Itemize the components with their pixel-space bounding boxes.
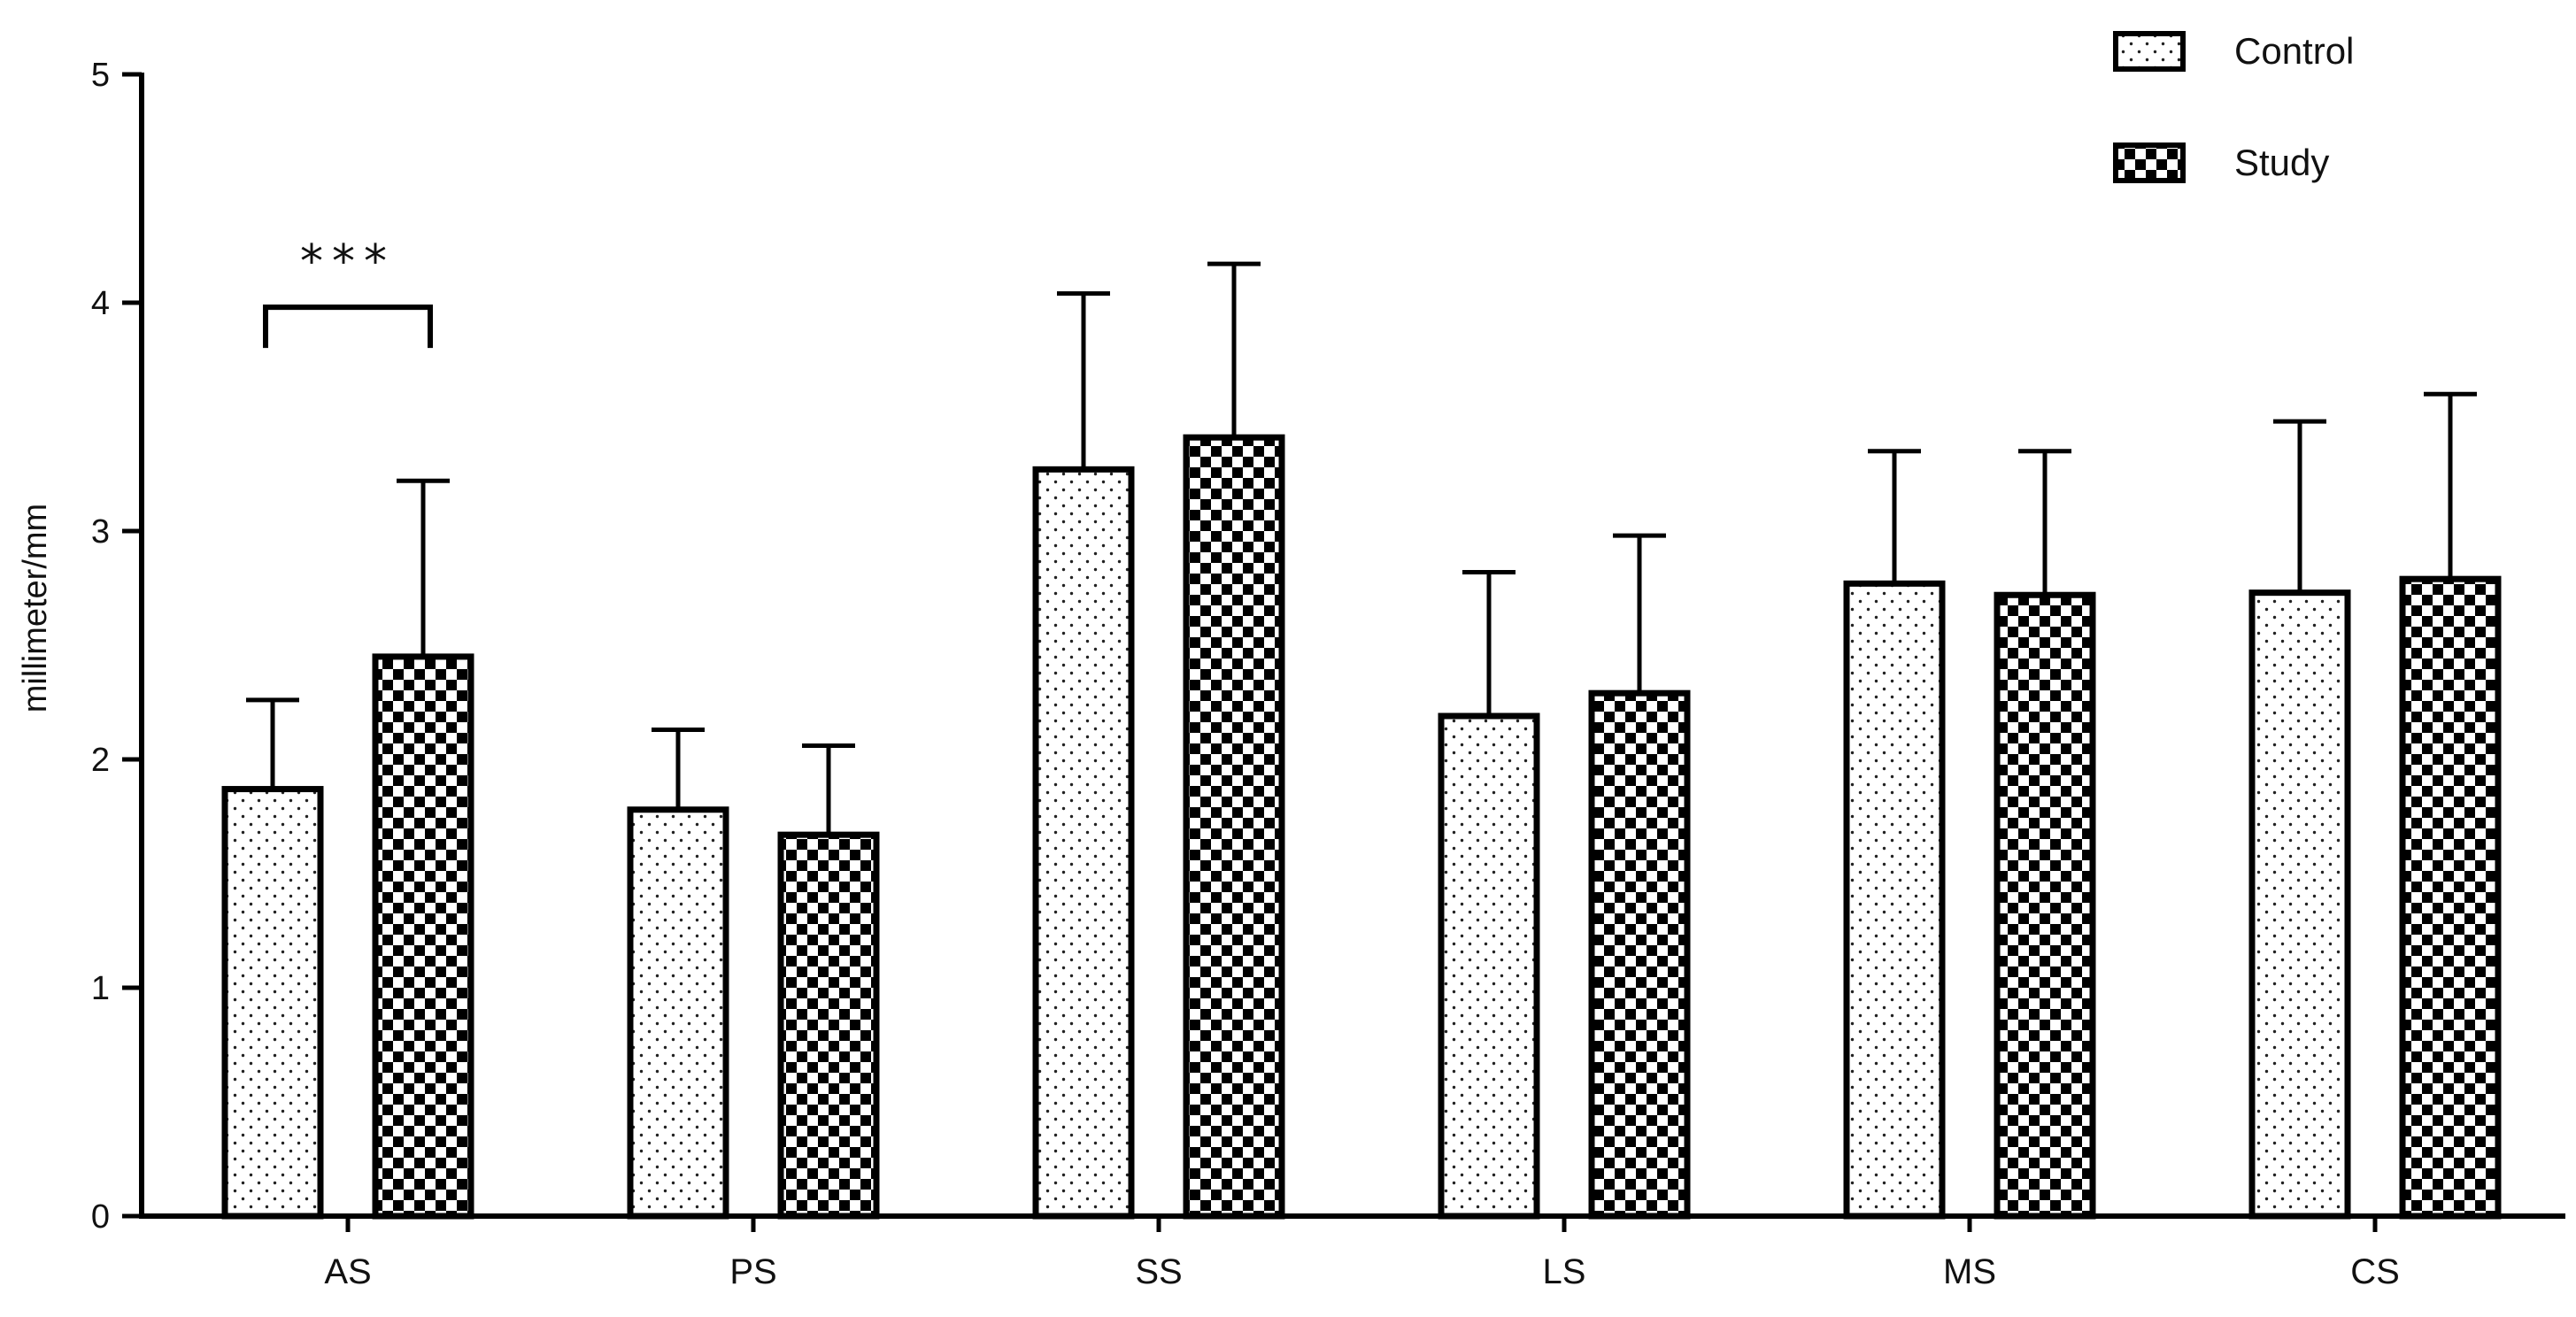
y-tick-label: 5 <box>91 57 110 94</box>
y-axis-title: millimeter/mm <box>17 504 54 712</box>
annotations-group: *** <box>263 235 433 349</box>
y-tick-label: 3 <box>91 513 110 551</box>
bar-study-as <box>372 653 474 1220</box>
bar-study-ls <box>1588 689 1691 1220</box>
bar-control-ls <box>1438 712 1540 1220</box>
x-axis: AS PS SS LS MS CS <box>139 1213 2565 1291</box>
bar-study-ss <box>1183 434 1285 1220</box>
bar-study-ms <box>1994 591 2096 1220</box>
x-tick-label: PS <box>729 1252 776 1291</box>
significance-bracket <box>263 304 433 349</box>
bar-control-ss <box>1032 466 1135 1220</box>
x-tick-label: CS <box>2350 1252 2400 1291</box>
x-tick-label: LS <box>1543 1252 1586 1291</box>
bar-control-ps <box>627 806 729 1220</box>
bar-study-cs <box>2399 575 2502 1220</box>
significance-stars: *** <box>300 235 396 289</box>
legend-swatch-control <box>2113 31 2186 72</box>
legend-label-control: Control <box>2234 30 2354 72</box>
bar-control-as <box>221 786 324 1220</box>
legend-swatch-study <box>2113 142 2186 183</box>
y-tick-label: 4 <box>91 285 110 322</box>
y-axis: 0 1 2 3 4 5 <box>91 57 144 1236</box>
error-bars-group <box>246 261 2477 836</box>
x-tick-label: SS <box>1135 1252 1182 1291</box>
legend: Control Study <box>2113 30 2354 183</box>
x-tick-label: MS <box>1943 1252 1996 1291</box>
bar-study-ps <box>777 831 880 1220</box>
x-tick-label: AS <box>324 1252 371 1291</box>
y-tick-label: 0 <box>91 1198 110 1236</box>
y-tick-label: 2 <box>91 742 110 779</box>
bar-control-ms <box>1843 580 1946 1220</box>
bar-control-cs <box>2248 589 2351 1220</box>
bars-group <box>221 434 2502 1220</box>
legend-label-study: Study <box>2234 142 2329 183</box>
y-tick-label: 1 <box>91 970 110 1007</box>
